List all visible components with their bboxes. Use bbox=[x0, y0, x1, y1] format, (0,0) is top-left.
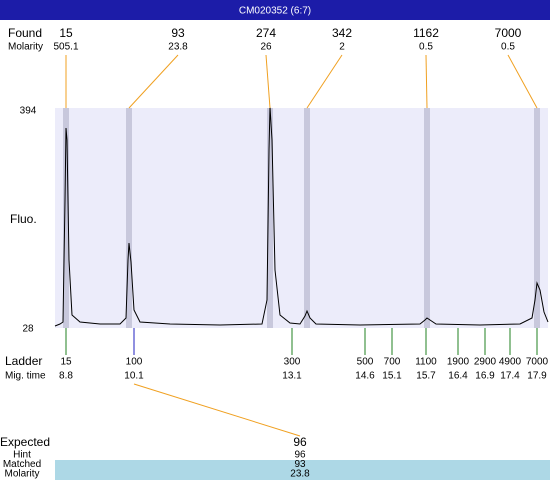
found-molarity: 0.5 bbox=[501, 42, 515, 53]
found-size: 274 bbox=[256, 26, 276, 40]
title: CM020352 (6:7) bbox=[239, 6, 311, 17]
peak-connector bbox=[425, 54, 428, 109]
expected-row-value: 23.8 bbox=[290, 469, 310, 480]
expected-row-label: Matched bbox=[3, 459, 41, 470]
ladder-time: 15.1 bbox=[382, 371, 402, 382]
peak-band bbox=[126, 108, 132, 328]
expected-value: 96 bbox=[293, 435, 307, 449]
ladder-time: 17.9 bbox=[527, 371, 547, 382]
found-molarity: 0.5 bbox=[419, 42, 433, 53]
ladder-time: 14.6 bbox=[355, 371, 375, 382]
ladder-size: 1900 bbox=[447, 357, 470, 368]
found-size: 15 bbox=[59, 26, 73, 40]
found-size: 93 bbox=[171, 26, 185, 40]
expected-label: Expected bbox=[0, 435, 50, 449]
peak-connector bbox=[306, 54, 343, 109]
y-top-label: 394 bbox=[20, 106, 37, 117]
trace bbox=[54, 106, 549, 327]
ladder-time: 16.9 bbox=[475, 371, 495, 382]
found-molarity: 26 bbox=[260, 42, 272, 53]
ladder-time: 15.7 bbox=[416, 371, 436, 382]
peak-band bbox=[63, 108, 69, 328]
expected-row-label: Molarity bbox=[4, 469, 39, 480]
expected-row-label: Hint bbox=[13, 450, 31, 461]
found-size: 1162 bbox=[413, 26, 439, 40]
expected-row-value: 96 bbox=[294, 450, 306, 461]
found-size: 342 bbox=[332, 26, 352, 40]
ladder-time: 13.1 bbox=[282, 371, 302, 382]
molarity-label: Molarity bbox=[8, 42, 43, 53]
peak-band bbox=[304, 108, 310, 328]
mig-time-label: Mig. time bbox=[5, 371, 46, 382]
ladder-size: 1100 bbox=[415, 357, 437, 368]
found-molarity: 23.8 bbox=[168, 42, 188, 53]
ladder-size: 500 bbox=[357, 357, 374, 368]
ladder-size: 7000 bbox=[526, 357, 549, 368]
expected-row-value: 93 bbox=[294, 459, 306, 470]
peak-connector bbox=[265, 54, 271, 109]
ladder-size: 300 bbox=[284, 357, 301, 368]
ladder-size: 2900 bbox=[474, 357, 497, 368]
ladder-size: 15 bbox=[60, 357, 72, 368]
match-band bbox=[55, 460, 550, 480]
y-axis-label: Fluo. bbox=[10, 212, 37, 226]
ladder-time: 10.1 bbox=[124, 371, 144, 382]
y-bottom-label: 28 bbox=[22, 324, 34, 335]
found-molarity: 505.1 bbox=[53, 42, 78, 53]
plot-area bbox=[55, 108, 548, 328]
ladder-time: 17.4 bbox=[500, 371, 520, 382]
ladder-time: 16.4 bbox=[448, 371, 468, 382]
peak-connector bbox=[128, 54, 179, 109]
peak-connector bbox=[507, 54, 538, 109]
ladder-size: 100 bbox=[126, 357, 143, 368]
ladder-size: 4900 bbox=[499, 357, 522, 368]
found-label: Found bbox=[8, 26, 42, 40]
peak-band bbox=[267, 108, 273, 328]
found-size: 7000 bbox=[495, 26, 522, 40]
ladder-size: 700 bbox=[384, 357, 401, 368]
expected-connector bbox=[133, 383, 301, 437]
found-molarity: 2 bbox=[339, 42, 345, 53]
peak-band bbox=[424, 108, 430, 328]
ladder-label: Ladder bbox=[5, 354, 42, 368]
title-bar bbox=[0, 0, 550, 20]
ladder-time: 8.8 bbox=[59, 371, 73, 382]
trace-group bbox=[54, 106, 549, 328]
peak-band bbox=[534, 108, 540, 328]
